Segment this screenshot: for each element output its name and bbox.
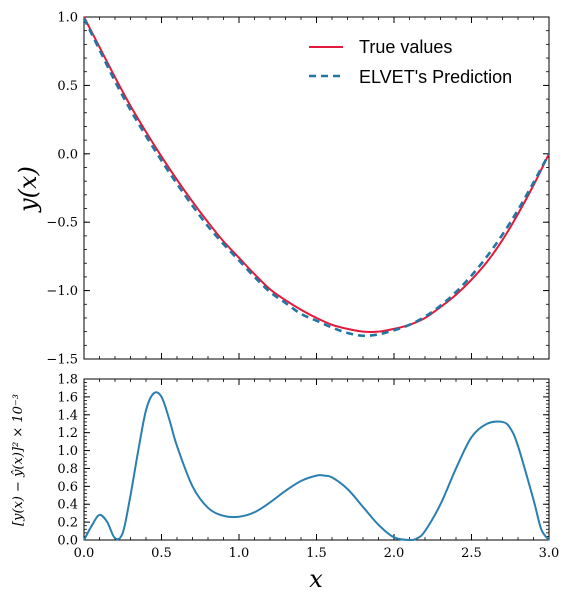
top-ticks: −1.5 −1.0 −0.5 0.0 0.5 1.0 xyxy=(46,11,550,368)
top-ytick-label: −0.5 xyxy=(46,216,78,231)
bottom-ytick-label: 0.6 xyxy=(57,480,78,495)
bottom-y-axis-label: [y(x) − ŷ(x)]² × 10⁻³ xyxy=(11,394,26,526)
xtick-label: 1.0 xyxy=(229,546,250,561)
xtick-label: 3.0 xyxy=(539,546,560,561)
bottom-ticks: 0.0 0.2 0.4 0.6 0.8 1.0 1.2 1.4 1.6 1.8 0.0 0.5 1.0 1… xyxy=(57,373,559,562)
top-ytick-label: −1.0 xyxy=(46,284,78,299)
bottom-plot-frame xyxy=(83,378,550,541)
bottom-panel: 0.0 0.2 0.4 0.6 0.8 1.0 1.2 1.4 1.6 1.8 0.0 0.5 1.0 1… xyxy=(11,373,559,594)
legend-label-prediction: ELVET's Prediction xyxy=(359,67,512,87)
top-series-1-line xyxy=(82,17,551,338)
top-ytick-label: −1.5 xyxy=(46,353,78,368)
bottom-ytick-label: 1.0 xyxy=(57,444,78,459)
bottom-ytick-label: 1.8 xyxy=(57,373,78,388)
xtick-label: 0.5 xyxy=(151,546,172,561)
bottom-ytick-label: 0.4 xyxy=(57,498,78,513)
xtick-label: 2.0 xyxy=(384,546,405,561)
top-ytick-label: 0.0 xyxy=(57,147,78,162)
xtick-label: 2.5 xyxy=(461,546,482,561)
top-series xyxy=(82,16,551,338)
xtick-label: 1.5 xyxy=(306,546,327,561)
bottom-ytick-label: 0.2 xyxy=(57,516,78,531)
legend: True values ELVET's Prediction xyxy=(309,37,512,87)
xtick-label: 0.0 xyxy=(74,546,95,561)
bottom-series xyxy=(83,391,550,542)
top-ytick-label: 0.5 xyxy=(57,79,78,94)
top-series-0-line xyxy=(83,16,550,333)
bottom-ytick-label: 1.2 xyxy=(57,426,78,441)
bottom-ytick-label: 1.6 xyxy=(57,390,78,405)
bottom-ytick-label: 0.0 xyxy=(57,534,78,549)
x-axis-label: x xyxy=(309,565,323,593)
bottom-series-0-line xyxy=(83,391,550,542)
top-panel: −1.5 −1.0 −0.5 0.0 0.5 1.0 y(x) True values E… xyxy=(14,11,551,368)
top-ytick-label: 1.0 xyxy=(57,11,78,26)
bottom-ytick-label: 1.4 xyxy=(57,408,78,423)
top-y-axis-label: y(x) xyxy=(14,166,42,213)
bottom-ytick-label: 0.8 xyxy=(57,462,78,477)
legend-label-true-values: True values xyxy=(359,37,452,57)
